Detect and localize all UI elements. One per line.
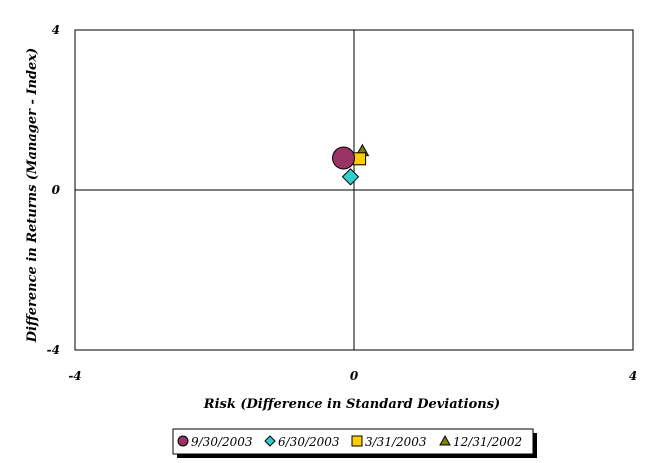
legend-marker-circle (177, 435, 189, 447)
legend-label: 12/31/2002 (453, 435, 522, 449)
y-tick-labels: 4 0 -4 (47, 23, 61, 357)
x-tick-labels: -4 0 4 (68, 369, 637, 383)
legend-label: 6/30/2003 (278, 435, 340, 449)
x-tick-label: 0 (350, 369, 359, 383)
x-axis-title: Risk (Difference in Standard Deviations) (203, 397, 500, 412)
data-point-diamond (341, 168, 360, 186)
legend-label: 3/31/2003 (365, 435, 427, 449)
x-tick-label: 4 (629, 369, 637, 383)
y-tick-label: 4 (52, 23, 60, 37)
legend: 9/30/2003 6/30/2003 3/31/2003 12/31/2002 (172, 428, 537, 458)
data-point-square (353, 152, 367, 166)
data-points (332, 143, 370, 186)
legend-label: 9/30/2003 (191, 435, 253, 449)
legend-marker-triangle (439, 434, 451, 446)
legend-marker-diamond (264, 435, 276, 447)
y-tick-label: 0 (52, 183, 61, 197)
y-tick-label: -4 (47, 343, 60, 357)
x-tick-label: -4 (68, 369, 81, 383)
legend-marker-square (351, 435, 363, 447)
y-axis-title: Difference in Returns (Manager - Index) (25, 48, 40, 343)
data-point-circle (332, 146, 356, 170)
